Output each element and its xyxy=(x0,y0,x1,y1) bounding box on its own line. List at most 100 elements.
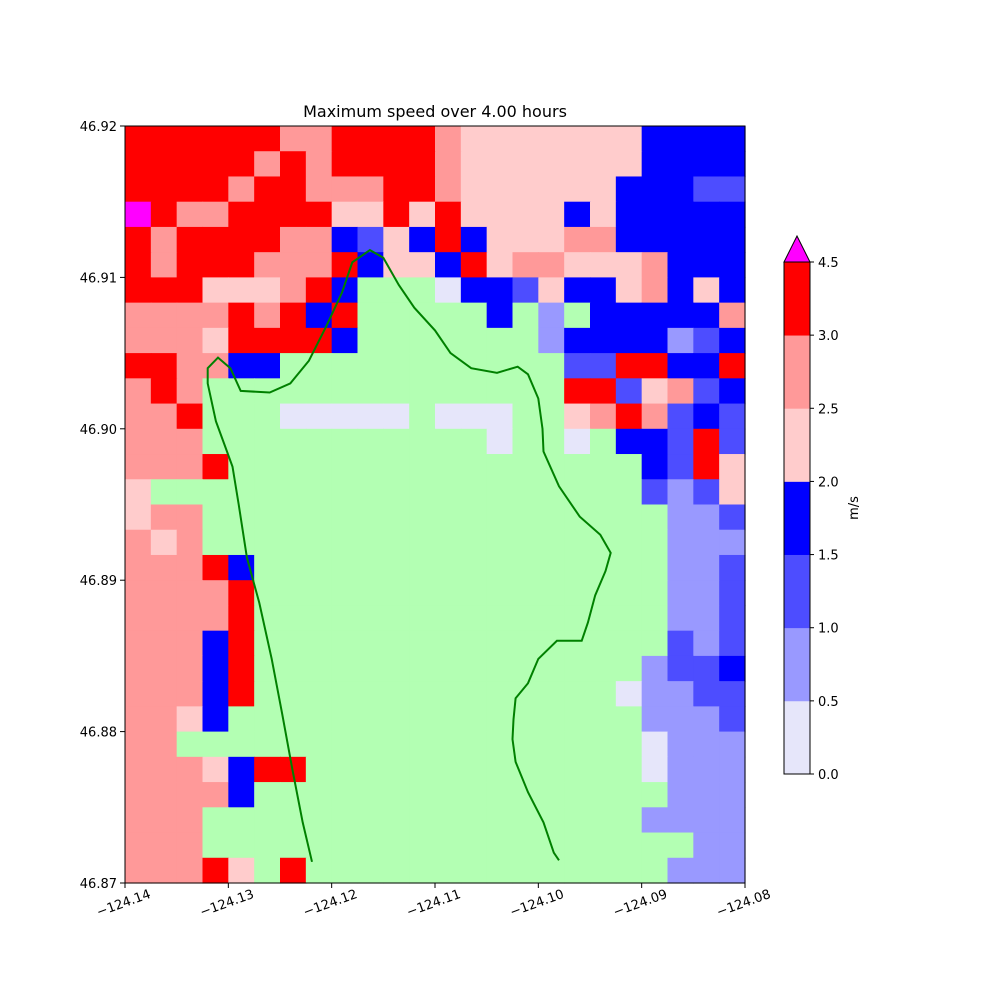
grid-cell xyxy=(305,731,333,758)
grid-cell xyxy=(486,378,514,405)
grid-cell xyxy=(150,706,178,733)
grid-cell xyxy=(280,681,307,707)
grid-cell xyxy=(150,655,178,682)
grid-cell xyxy=(486,605,514,632)
grid-cell xyxy=(538,252,565,278)
grid-cell xyxy=(641,151,669,178)
grid-cell xyxy=(254,327,281,354)
grid-cell xyxy=(538,630,565,657)
grid-cell xyxy=(228,201,255,228)
grid-cell xyxy=(538,857,565,884)
grid-cell xyxy=(305,252,333,278)
grid-cell xyxy=(512,302,539,329)
colorbar-band xyxy=(784,554,810,629)
grid-cell xyxy=(176,782,204,808)
grid-cell xyxy=(280,529,307,556)
grid-cell xyxy=(590,605,617,632)
grid-cell xyxy=(305,529,333,556)
grid-cell xyxy=(331,454,359,480)
grid-cell xyxy=(176,479,204,506)
grid-cell xyxy=(280,327,307,354)
grid-cell xyxy=(693,832,720,859)
grid-cell xyxy=(280,403,307,430)
grid-cell xyxy=(150,832,178,859)
grid-cell xyxy=(641,681,669,707)
grid-cell xyxy=(719,756,746,783)
grid-cell xyxy=(615,807,643,834)
grid-cell xyxy=(512,126,539,152)
grid-cell xyxy=(331,504,359,531)
grid-cell xyxy=(564,706,591,733)
grid-cell xyxy=(667,807,694,834)
grid-cell xyxy=(693,655,720,682)
grid-cell xyxy=(538,201,565,228)
grid-cell xyxy=(615,428,643,455)
grid-cell xyxy=(512,201,539,228)
grid-cell xyxy=(667,327,694,354)
grid-cell xyxy=(460,226,488,253)
grid-cell xyxy=(512,807,539,834)
grid-cell xyxy=(280,630,307,657)
grid-cell xyxy=(590,807,617,834)
grid-cell xyxy=(615,176,643,203)
grid-cell xyxy=(590,529,617,556)
grid-cell xyxy=(512,529,539,556)
x-tick-label: −124.11 xyxy=(405,887,463,920)
grid-cell xyxy=(512,151,539,178)
grid-cell xyxy=(409,706,436,733)
grid-cell xyxy=(125,378,152,405)
grid-cell xyxy=(409,226,436,253)
grid-cell xyxy=(383,201,410,228)
y-tick-label: 46.92 xyxy=(80,120,117,135)
grid-cell xyxy=(460,428,488,455)
grid-cell xyxy=(590,353,617,379)
grid-cell xyxy=(460,353,488,379)
grid-cell xyxy=(331,605,359,632)
grid-cell xyxy=(615,681,643,707)
grid-cell xyxy=(150,479,178,506)
grid-cell xyxy=(125,176,152,203)
colorbar-tick-label: 2.5 xyxy=(818,402,839,417)
grid-cell xyxy=(305,176,333,203)
grid-cell xyxy=(202,151,229,178)
grid-cell xyxy=(486,226,514,253)
grid-cell xyxy=(125,201,152,228)
grid-cell xyxy=(641,605,669,632)
grid-cell xyxy=(435,454,462,480)
grid-cell xyxy=(486,252,514,278)
grid-cell xyxy=(460,782,488,808)
grid-cell xyxy=(202,731,229,758)
grid-cell xyxy=(383,504,410,531)
grid-cell xyxy=(641,630,669,657)
grid-cell xyxy=(693,857,720,884)
grid-cell xyxy=(357,302,384,329)
grid-cell xyxy=(305,151,333,178)
grid-cell xyxy=(590,428,617,455)
grid-cell xyxy=(615,782,643,808)
grid-cell xyxy=(486,151,514,178)
grid-cell xyxy=(641,580,669,607)
grid-cell xyxy=(254,479,281,506)
grid-cell xyxy=(280,832,307,859)
grid-cell xyxy=(615,605,643,632)
grid-cell xyxy=(615,327,643,354)
grid-cell xyxy=(460,605,488,632)
grid-cell xyxy=(202,378,229,405)
grid-cell xyxy=(409,479,436,506)
grid-cell xyxy=(615,756,643,783)
grid-cell xyxy=(202,327,229,354)
grid-cell xyxy=(564,857,591,884)
grid-cell xyxy=(615,529,643,556)
grid-cell xyxy=(590,504,617,531)
x-tick-label: −124.08 xyxy=(715,887,773,920)
grid-cell xyxy=(176,504,204,531)
colorbar: 0.0 0.5 1.0 1.5 2.0 2.5 3.0 4.5 xyxy=(783,234,839,783)
grid-cell xyxy=(435,226,462,253)
grid-cell xyxy=(331,782,359,808)
grid-cell xyxy=(383,807,410,834)
grid-cell xyxy=(305,378,333,405)
grid-cell xyxy=(383,302,410,329)
grid-cell xyxy=(176,252,204,278)
grid-cell xyxy=(409,428,436,455)
grid-cell xyxy=(125,731,152,758)
